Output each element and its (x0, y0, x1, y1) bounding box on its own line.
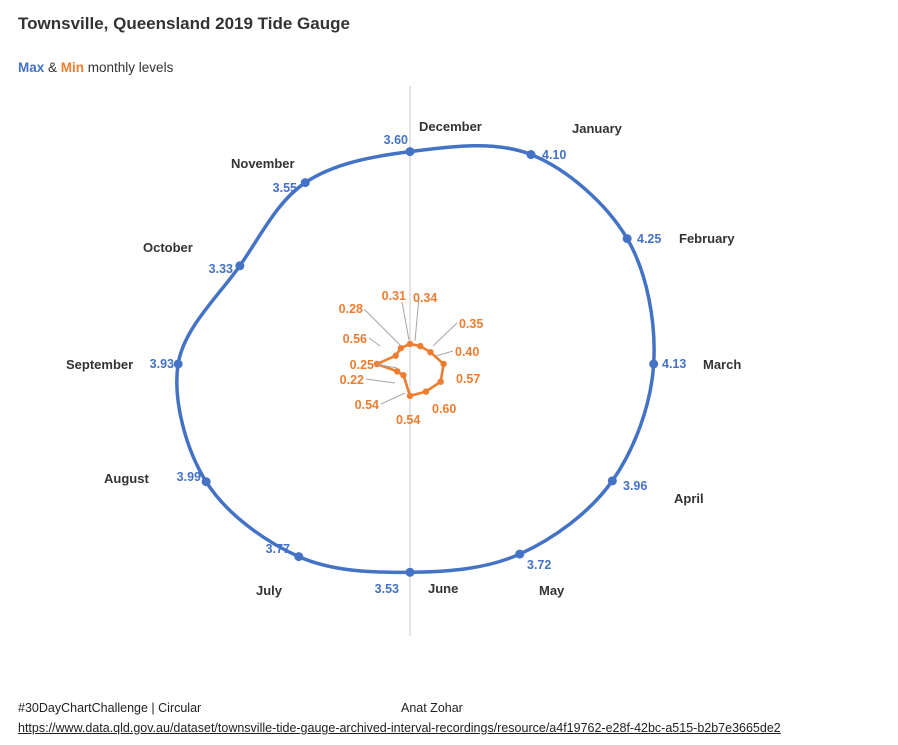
max-point-september (173, 359, 183, 369)
min-leader-november (401, 301, 410, 341)
month-label-november: November (231, 156, 295, 171)
max-label-october: 3.33 (209, 262, 233, 276)
min-point-may (422, 388, 430, 395)
max-label-july: 3.77 (266, 542, 290, 556)
chart-subtitle: Max & Min monthly levels (18, 60, 173, 75)
max-point-april (607, 476, 617, 486)
max-point-august (201, 477, 211, 487)
min-point-january (417, 342, 424, 350)
max-label-june: 3.53 (375, 582, 399, 596)
source-link[interactable]: https://www.data.qld.gov.au/dataset/town… (18, 721, 781, 735)
min-label-september: 0.56 (343, 332, 367, 346)
min-label-june: 0.54 (355, 398, 379, 412)
max-point-march (649, 359, 659, 369)
min-leader-january (432, 322, 458, 347)
min-label-january: 0.35 (459, 317, 483, 331)
series-lines (175, 144, 656, 575)
min-point-november (397, 344, 405, 352)
min-label-march: 0.57 (456, 372, 480, 386)
min-leader-june (380, 392, 406, 405)
min-label-may: 0.54 (396, 413, 420, 427)
min-leader-july (365, 378, 396, 384)
max-point-december (405, 147, 415, 157)
min-label-october: 0.28 (339, 302, 363, 316)
min-leader-september (368, 337, 381, 347)
max-series-line (175, 144, 656, 575)
month-label-february: February (679, 231, 735, 246)
month-label-december: December (419, 119, 482, 134)
month-label-april: April (674, 491, 704, 506)
month-label-july: July (256, 583, 283, 598)
max-point-july (294, 552, 304, 562)
min-label-april: 0.60 (432, 402, 456, 416)
min-point-february (427, 349, 434, 356)
min-label-august: 0.25 (350, 358, 374, 372)
subtitle-min-word: Min (60, 60, 85, 75)
max-point-january (526, 150, 536, 160)
min-leader-december (414, 296, 420, 342)
footer-challenge: #30DayChartChallenge | Circular (18, 701, 202, 715)
month-label-june: June (428, 581, 458, 596)
min-point-june (406, 392, 414, 400)
max-point-october (235, 261, 245, 271)
max-point-june (405, 567, 415, 577)
month-label-january: January (572, 121, 623, 136)
min-point-march (440, 360, 447, 368)
subtitle-rest: monthly levels (84, 60, 174, 75)
max-point-february (622, 234, 632, 244)
min-label-february: 0.40 (455, 345, 479, 359)
min-point-october (392, 352, 399, 359)
min-leader-august (375, 363, 398, 369)
subtitle-amp: & (44, 60, 61, 75)
max-label-november: 3.55 (273, 181, 297, 195)
month-label-may: May (539, 583, 565, 598)
max-label-february: 4.25 (637, 232, 661, 246)
min-label-november: 0.31 (382, 289, 406, 303)
min-point-december (406, 340, 414, 348)
month-label-august: August (104, 471, 149, 486)
max-point-november (300, 178, 310, 188)
min-label-leaders (363, 296, 458, 405)
min-point-august (394, 368, 401, 375)
chart-title: Townsville, Queensland 2019 Tide Gauge (18, 14, 350, 33)
max-label-march: 4.13 (662, 357, 686, 371)
min-label-december: 0.34 (413, 291, 437, 305)
series-points (173, 147, 659, 577)
month-label-march: March (703, 357, 741, 372)
month-label-september: September (66, 357, 133, 372)
chart-labels: December January February March April May June… (66, 119, 741, 598)
month-label-october: October (143, 240, 193, 255)
footer-author: Anat Zohar (401, 701, 463, 715)
subtitle-max-word: Max (18, 60, 45, 75)
max-label-august: 3.99 (177, 470, 201, 484)
min-point-april (437, 378, 444, 385)
max-label-april: 3.96 (623, 479, 647, 493)
max-point-may (515, 549, 525, 559)
max-label-december: 3.60 (384, 133, 408, 147)
min-label-july: 0.22 (340, 373, 364, 387)
min-leader-february (435, 350, 454, 357)
min-leader-october (363, 308, 401, 346)
max-label-may: 3.72 (527, 558, 551, 572)
max-label-january: 4.10 (542, 148, 566, 162)
min-point-july (400, 372, 407, 379)
max-label-september: 3.93 (150, 357, 174, 371)
